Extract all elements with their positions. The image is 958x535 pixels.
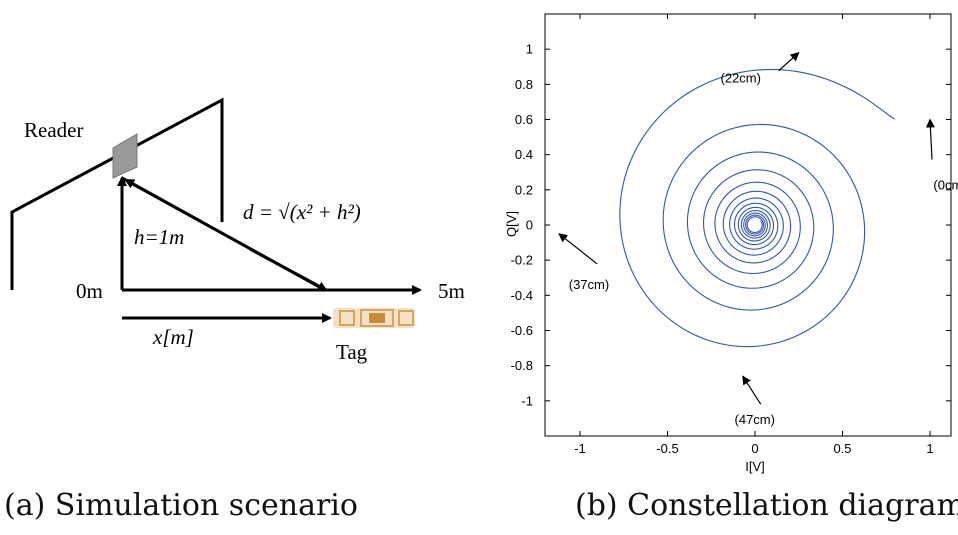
y-tick-label: -0.8 xyxy=(511,358,533,373)
constellation-chart: -1 -0.5 0 0.5 1 1 0.8 0.6 0.4 0.2 0 -0.2 -0.4 -0.6 -0… xyxy=(504,13,958,474)
distance-arrow-head-tag xyxy=(249,247,328,292)
annotation-arrow xyxy=(558,233,598,265)
y-tick-label: 0 xyxy=(526,218,533,233)
y-tick-label: -1 xyxy=(521,393,533,408)
annotation-arrow xyxy=(742,375,762,405)
annotations: (0cm) (22cm) (37cm) (47cm) xyxy=(558,52,958,427)
annotation-label: (47cm) xyxy=(735,412,775,427)
x-axis-label: I[V] xyxy=(745,459,765,474)
y-tick-label: 1 xyxy=(526,42,533,57)
caption-constellation-diagram: (b) Constellation diagram xyxy=(575,488,958,523)
annotation-arrow xyxy=(925,118,935,160)
spiral-series-line xyxy=(619,68,896,348)
y-tick-label: 0.4 xyxy=(515,147,533,162)
annotation-label: (22cm) xyxy=(721,71,761,86)
y-tick-label: 0.2 xyxy=(515,182,533,197)
y-tick-label: -0.2 xyxy=(511,253,533,268)
distance-arrow-head-reader xyxy=(124,178,201,223)
reader-antenna xyxy=(112,133,138,179)
tag-label: Tag xyxy=(336,340,368,364)
end-label: 5m xyxy=(438,279,465,303)
reader-label: Reader xyxy=(24,118,83,142)
simulation-scenario-panel: Reader h=1m d = √(x² + h²) 0m 5m x[m] Ta… xyxy=(10,97,465,364)
x-tick-label: 1 xyxy=(926,441,933,456)
annotation-label: (0cm) xyxy=(933,178,958,193)
start-label: 0m xyxy=(76,279,103,303)
y-tick-label: -0.6 xyxy=(511,323,533,338)
y-tick-label: 0.8 xyxy=(515,77,533,92)
annotation-arrow xyxy=(778,52,800,72)
caption-simulation-scenario: (a) Simulation scenario xyxy=(4,488,358,523)
x-tick-label: 0.5 xyxy=(833,441,851,456)
plot-area xyxy=(544,13,952,437)
height-label: h=1m xyxy=(134,225,184,249)
x-tick-label: -0.5 xyxy=(656,441,678,456)
annotation-label: (37cm) xyxy=(569,277,609,292)
x-tick-label: -1 xyxy=(574,441,586,456)
tag-icon xyxy=(333,308,415,328)
y-axis-ticks: 1 0.8 0.6 0.4 0.2 0 -0.2 -0.4 -0.6 -0.8 -1 xyxy=(511,42,951,408)
x-position-label: x[m] xyxy=(152,325,194,349)
y-tick-label: -0.4 xyxy=(511,288,533,303)
y-axis-label: Q[V] xyxy=(504,211,519,237)
y-tick-label: 0.6 xyxy=(515,112,533,127)
x-axis-ticks: -1 -0.5 0 0.5 1 xyxy=(574,14,934,456)
x-tick-label: 0 xyxy=(751,441,758,456)
distance-formula: d = √(x² + h²) xyxy=(243,200,361,224)
